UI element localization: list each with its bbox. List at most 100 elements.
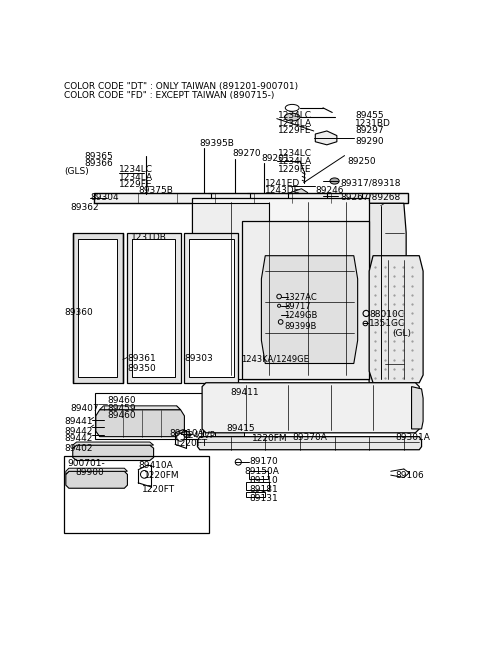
Polygon shape <box>73 445 154 460</box>
Bar <box>64 456 209 533</box>
Text: 89365: 89365 <box>84 152 113 160</box>
Polygon shape <box>315 131 337 145</box>
Text: 89460: 89460 <box>108 411 136 421</box>
Text: 89270: 89270 <box>232 149 261 159</box>
Text: 89361: 89361 <box>127 354 156 364</box>
Text: 1231DB: 1231DB <box>131 233 167 242</box>
Polygon shape <box>73 233 123 383</box>
Polygon shape <box>66 468 127 474</box>
Text: 1351GC: 1351GC <box>369 319 406 328</box>
Text: 1229FE: 1229FE <box>119 180 153 189</box>
Polygon shape <box>180 431 191 438</box>
Text: 1220FM: 1220FM <box>144 472 180 480</box>
Text: 1234LA: 1234LA <box>278 157 312 166</box>
Text: 89170: 89170 <box>249 457 278 466</box>
Polygon shape <box>262 255 358 364</box>
Text: 89399B: 89399B <box>285 322 317 331</box>
Text: 89410A: 89410A <box>138 460 173 470</box>
Text: 1243KA/1249GE: 1243KA/1249GE <box>241 354 309 364</box>
Text: 89900: 89900 <box>75 468 104 477</box>
Polygon shape <box>189 239 234 377</box>
Text: 89290: 89290 <box>355 137 384 146</box>
Polygon shape <box>78 239 118 377</box>
Text: 1243DE: 1243DE <box>264 187 300 195</box>
Polygon shape <box>202 383 419 433</box>
Polygon shape <box>73 442 154 448</box>
Text: 89442: 89442 <box>64 426 93 436</box>
Polygon shape <box>127 233 180 383</box>
Text: 1327AC: 1327AC <box>285 293 317 302</box>
Text: 89402: 89402 <box>64 443 93 453</box>
Text: 89317/89318: 89317/89318 <box>340 179 400 188</box>
Text: 89267/89268: 89267/89268 <box>340 193 400 202</box>
Bar <box>249 472 267 479</box>
Text: 1220FT: 1220FT <box>142 485 175 494</box>
Text: 1231BD: 1231BD <box>355 119 391 128</box>
Text: 89407: 89407 <box>71 403 99 413</box>
Text: 89250: 89250 <box>348 157 376 166</box>
Text: (GLS): (GLS) <box>64 167 89 176</box>
Text: 1220FT: 1220FT <box>175 439 208 448</box>
Bar <box>215 425 244 439</box>
Text: 1234LA: 1234LA <box>119 172 153 181</box>
Text: 89410A: 89410A <box>169 429 204 438</box>
Text: 89460: 89460 <box>108 396 136 405</box>
Text: 89370A: 89370A <box>292 433 327 442</box>
Text: COLOR CODE "DT" : ONLY TAIWAN (891201-900701): COLOR CODE "DT" : ONLY TAIWAN (891201-90… <box>64 82 299 90</box>
Text: 89110: 89110 <box>249 476 278 485</box>
Text: 89106: 89106 <box>396 472 424 480</box>
Text: 89415: 89415 <box>226 424 254 432</box>
Text: 89411: 89411 <box>230 388 259 397</box>
Bar <box>218 391 241 422</box>
Text: 1220FM: 1220FM <box>252 434 288 443</box>
Text: 89362: 89362 <box>71 203 99 212</box>
Text: 89375B: 89375B <box>138 187 173 195</box>
Text: 88010C: 88010C <box>369 310 404 318</box>
Bar <box>214 386 246 426</box>
Text: 89181: 89181 <box>249 485 278 494</box>
Text: 89455: 89455 <box>355 111 384 120</box>
Text: 1234LC: 1234LC <box>278 149 312 159</box>
Polygon shape <box>197 437 421 450</box>
Text: 1229FE: 1229FE <box>278 165 312 174</box>
Polygon shape <box>291 189 308 202</box>
Polygon shape <box>242 221 369 379</box>
Text: 900701-: 900701- <box>67 459 105 468</box>
Polygon shape <box>192 203 269 379</box>
Text: COLOR CODE "FD" : EXCEPT TAIWAN (890715-): COLOR CODE "FD" : EXCEPT TAIWAN (890715-… <box>64 91 275 100</box>
Bar <box>95 393 203 439</box>
Text: 89717: 89717 <box>285 302 311 311</box>
Circle shape <box>141 470 148 478</box>
Text: (GL): (GL) <box>392 329 411 338</box>
Text: 89304: 89304 <box>90 193 119 202</box>
Polygon shape <box>132 239 175 377</box>
Polygon shape <box>368 203 406 383</box>
Polygon shape <box>94 193 408 203</box>
Text: 89301A: 89301A <box>396 433 430 442</box>
Polygon shape <box>100 406 180 409</box>
Circle shape <box>177 434 184 441</box>
Ellipse shape <box>285 113 300 121</box>
Text: 89350: 89350 <box>127 364 156 373</box>
Polygon shape <box>192 198 369 379</box>
Bar <box>246 482 269 490</box>
Text: 1234LA: 1234LA <box>278 119 312 128</box>
Text: 89303: 89303 <box>184 354 213 364</box>
Text: 89201: 89201 <box>262 154 290 163</box>
Text: 89395B: 89395B <box>200 139 235 147</box>
Polygon shape <box>369 255 423 383</box>
Text: 89459: 89459 <box>108 403 136 413</box>
Text: 1234LC: 1234LC <box>119 165 153 174</box>
Polygon shape <box>96 409 184 437</box>
Text: 89131: 89131 <box>249 495 278 504</box>
Text: 1241VP: 1241VP <box>183 431 215 440</box>
Text: 89150A: 89150A <box>244 466 279 476</box>
Text: 89366: 89366 <box>84 159 113 168</box>
Text: 89360: 89360 <box>64 308 93 317</box>
Text: 89246: 89246 <box>315 187 344 195</box>
Text: 89442: 89442 <box>64 434 93 443</box>
Text: 89441: 89441 <box>64 417 93 426</box>
Ellipse shape <box>330 178 339 184</box>
Polygon shape <box>184 233 238 383</box>
Text: 1229FE: 1229FE <box>278 126 312 136</box>
